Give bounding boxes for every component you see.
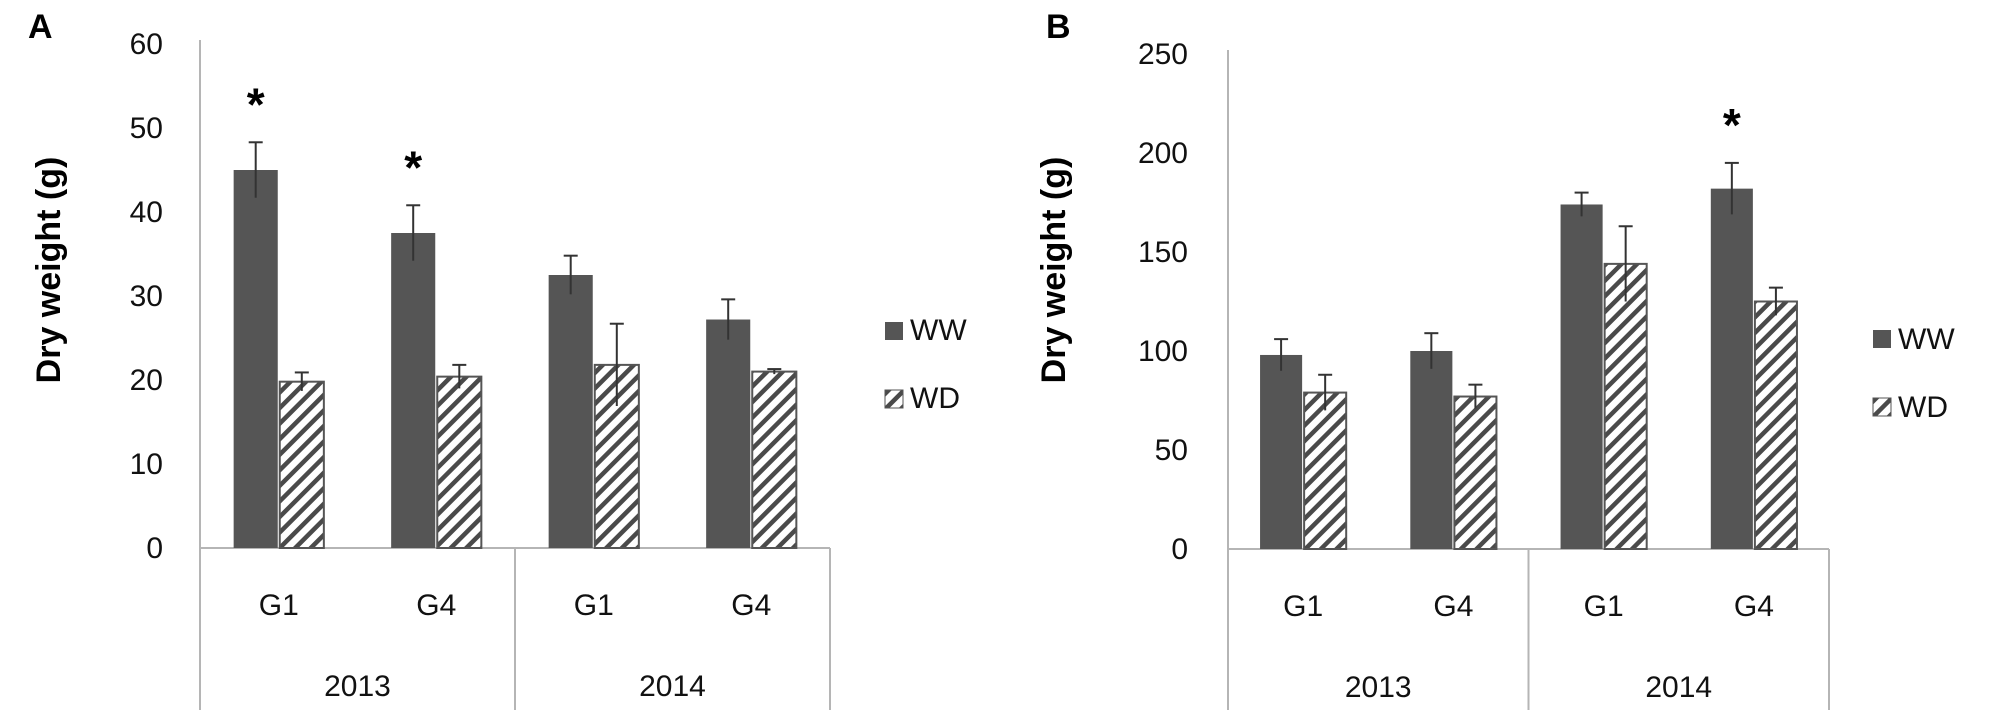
y-axis-label-b: Dry weight (g) — [1035, 157, 1073, 384]
y-tick-label: 40 — [130, 196, 163, 229]
bar-ww — [1260, 354, 1303, 549]
bar-wd — [593, 363, 640, 549]
bar-ww — [1410, 351, 1453, 549]
y-tick-label: 60 — [130, 28, 163, 61]
bar-wd — [1453, 395, 1498, 551]
bar-wd — [751, 370, 798, 549]
y-tick-label: 150 — [1138, 236, 1188, 269]
bar-ww — [548, 275, 593, 548]
legend-swatch-wd — [884, 389, 904, 409]
plot-area-b: 0 50 100 150 200 250 2013 2014 G1 G4 G1 G4 * — [1138, 38, 1830, 710]
x-tick-label: G4 — [1433, 590, 1473, 623]
significance-marker: * — [404, 141, 422, 193]
bar-ww — [391, 233, 436, 548]
bar-wd — [436, 375, 483, 550]
panel-b: B Dry weight (g) 0 50 100 150 200 250 2013 2014… — [1035, 8, 1955, 710]
legend-label-wd: WD — [910, 382, 960, 415]
bar-wd — [1753, 300, 1798, 550]
y-tick-label: 0 — [146, 532, 163, 565]
legend-a: WW WD — [884, 314, 967, 415]
x-tick-label: G1 — [1584, 590, 1624, 623]
bar-ww — [706, 319, 751, 548]
significance-marker: * — [247, 78, 265, 130]
bar-ww — [1560, 204, 1603, 550]
y-tick-label: 10 — [130, 448, 163, 481]
legend-b: WW WD — [1872, 323, 1955, 424]
group-label: 2013 — [324, 670, 391, 703]
legend-swatch-wd — [1872, 397, 1892, 417]
panel-label-b: B — [1046, 8, 1071, 46]
legend-label-wd: WD — [1898, 391, 1948, 424]
group-label: 2014 — [1645, 671, 1712, 704]
panel-a: A Dry weight (g) 0 10 20 30 40 50 60 2013 2014 G1… — [28, 8, 967, 710]
y-tick-label: 250 — [1138, 38, 1188, 71]
y-tick-label: 200 — [1138, 137, 1188, 170]
y-axis-label-a: Dry weight (g) — [30, 157, 68, 384]
significance-marker: * — [1723, 99, 1741, 151]
x-tick-label: G1 — [574, 589, 614, 622]
y-tick-label: 20 — [130, 364, 163, 397]
legend-swatch-ww — [1873, 330, 1891, 348]
group-label: 2013 — [1345, 671, 1412, 704]
plot-area-a: 0 10 20 30 40 50 60 2013 2014 G1 * G4 * G1 G4 — [130, 28, 831, 710]
panel-label-a: A — [28, 8, 53, 46]
x-tick-label: G1 — [259, 589, 299, 622]
y-tick-label: 30 — [130, 280, 163, 313]
bar-wd — [278, 380, 325, 549]
bar-ww — [233, 170, 278, 548]
x-tick-label: G1 — [1283, 590, 1323, 623]
y-tick-label: 100 — [1138, 335, 1188, 368]
legend-label-ww: WW — [910, 314, 967, 347]
y-tick-label: 0 — [1171, 533, 1188, 566]
group-label: 2014 — [639, 670, 706, 703]
legend-swatch-ww — [885, 322, 903, 340]
x-tick-label: G4 — [731, 589, 771, 622]
y-tick-label: 50 — [1155, 434, 1188, 467]
bar-ww — [1710, 188, 1753, 549]
x-tick-label: G4 — [416, 589, 456, 622]
bar-wd — [1603, 262, 1648, 550]
x-tick-label: G4 — [1734, 590, 1774, 623]
legend-label-ww: WW — [1898, 323, 1955, 356]
y-tick-label: 50 — [130, 112, 163, 145]
bar-wd — [1303, 391, 1348, 550]
